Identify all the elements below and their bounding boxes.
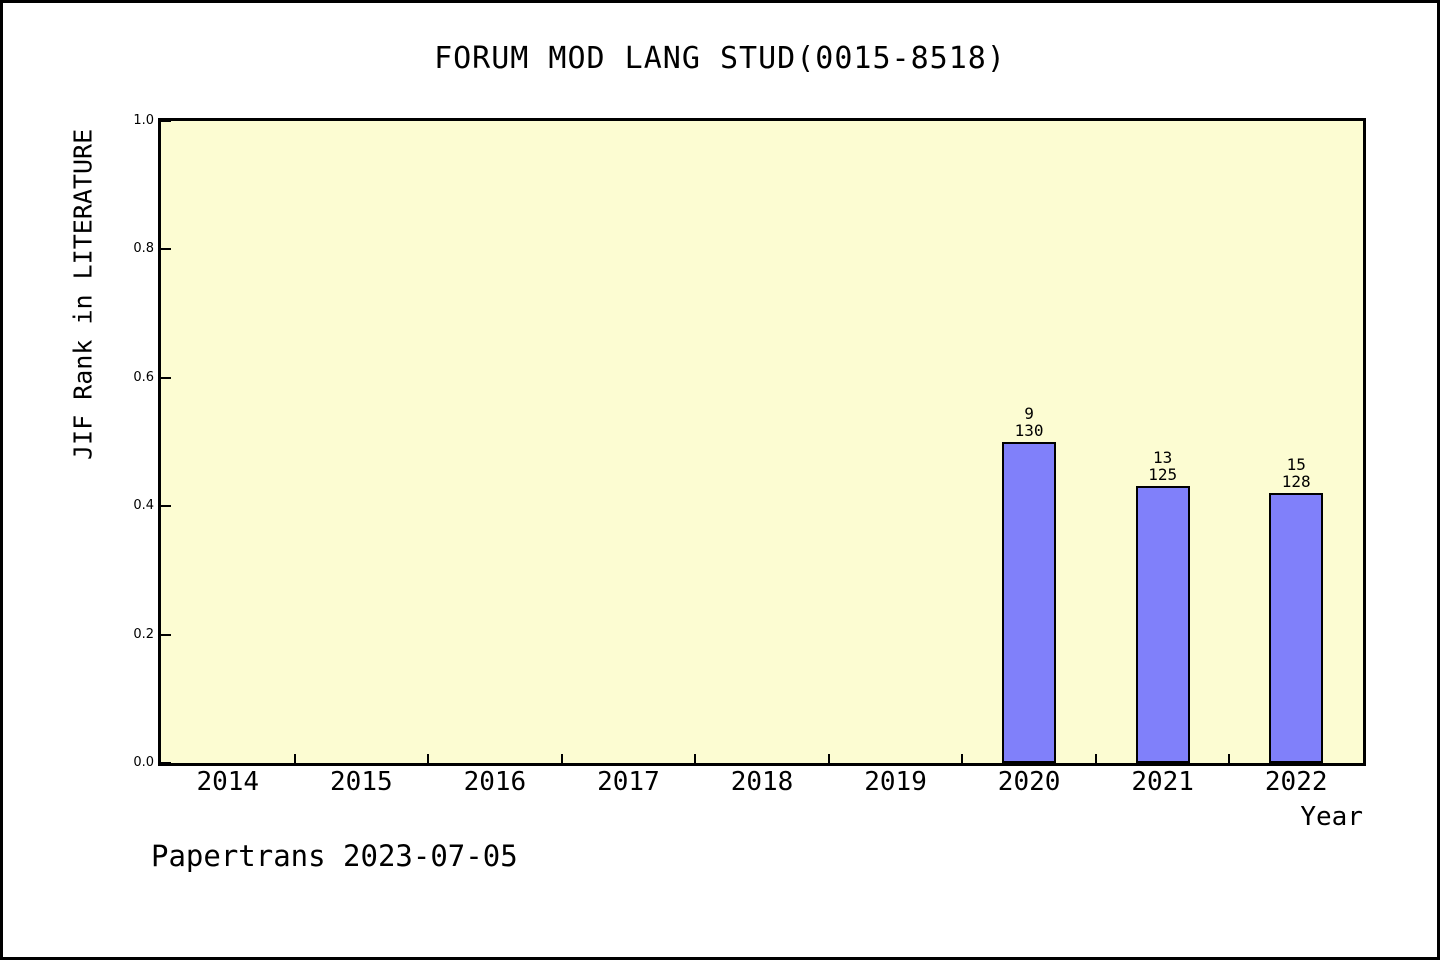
x-tick-mark <box>560 754 563 763</box>
y-tick-label: 1.0 <box>133 113 154 128</box>
x-tick-label-2016: 2016 <box>463 767 527 797</box>
x-tick-mark <box>827 754 830 763</box>
x-tick-label-2017: 2017 <box>597 767 660 797</box>
x-tick-mark <box>427 754 430 763</box>
bar-value-label-2021: 13 125 <box>1148 448 1178 484</box>
bar-2022 <box>1269 493 1324 763</box>
y-tick-label: 0.4 <box>133 498 154 514</box>
y-tick-mark <box>161 248 171 251</box>
x-tick-label-2014: 2014 <box>196 767 260 797</box>
y-tick-mark <box>161 376 171 379</box>
y-tick-label: 0.8 <box>133 241 154 257</box>
y-tick-label: 0.0 <box>133 755 154 770</box>
x-tick-label-2018: 2018 <box>730 767 794 797</box>
y-tick-label: 0.2 <box>133 626 154 642</box>
x-tick-label-2022: 2022 <box>1264 767 1328 797</box>
x-tick-label-2020: 2020 <box>997 767 1061 797</box>
chart-title: FORUM MOD LANG STUD(0015-8518) <box>434 41 1006 76</box>
y-axis-label: JIF Rank in LITERATURE <box>68 128 98 460</box>
footer-note: Papertrans 2023-07-05 <box>151 839 518 873</box>
y-tick-mark <box>161 505 171 508</box>
bar-value-label-2022: 15 128 <box>1281 455 1311 491</box>
bar-2021 <box>1135 486 1190 763</box>
y-tick-mark <box>161 633 171 636</box>
x-tick-label-2019: 2019 <box>864 767 927 797</box>
y-tick-mark <box>161 762 171 764</box>
x-tick-mark <box>961 754 964 763</box>
y-tick-mark <box>161 120 171 122</box>
bar-2020 <box>1002 442 1057 763</box>
x-tick-label-2021: 2021 <box>1131 767 1194 797</box>
x-tick-label-2015: 2015 <box>330 767 393 797</box>
x-tick-mark <box>1228 754 1231 763</box>
x-tick-mark <box>694 754 697 763</box>
x-tick-mark <box>293 754 296 763</box>
x-axis-label: Year <box>1300 802 1363 832</box>
y-tick-label: 0.6 <box>133 369 154 385</box>
bar-value-label-2020: 9 130 <box>1014 404 1044 440</box>
x-tick-mark <box>1094 754 1097 763</box>
